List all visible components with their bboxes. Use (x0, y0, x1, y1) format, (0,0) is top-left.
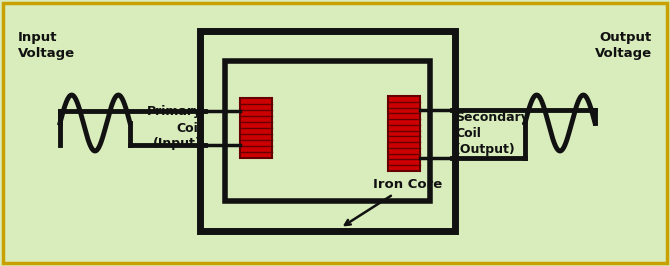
Text: Input
Voltage: Input Voltage (18, 31, 75, 60)
Bar (388, 96, 420, 171)
Bar (240, 98, 272, 158)
Text: Output
Voltage: Output Voltage (595, 31, 652, 60)
Bar (200, 31, 455, 231)
Text: Iron Core: Iron Core (345, 178, 442, 225)
Text: Secondary
Coil
(Output): Secondary Coil (Output) (455, 111, 529, 156)
Text: Primary
Coil
(Input): Primary Coil (Input) (147, 106, 202, 151)
Bar (225, 61, 430, 201)
